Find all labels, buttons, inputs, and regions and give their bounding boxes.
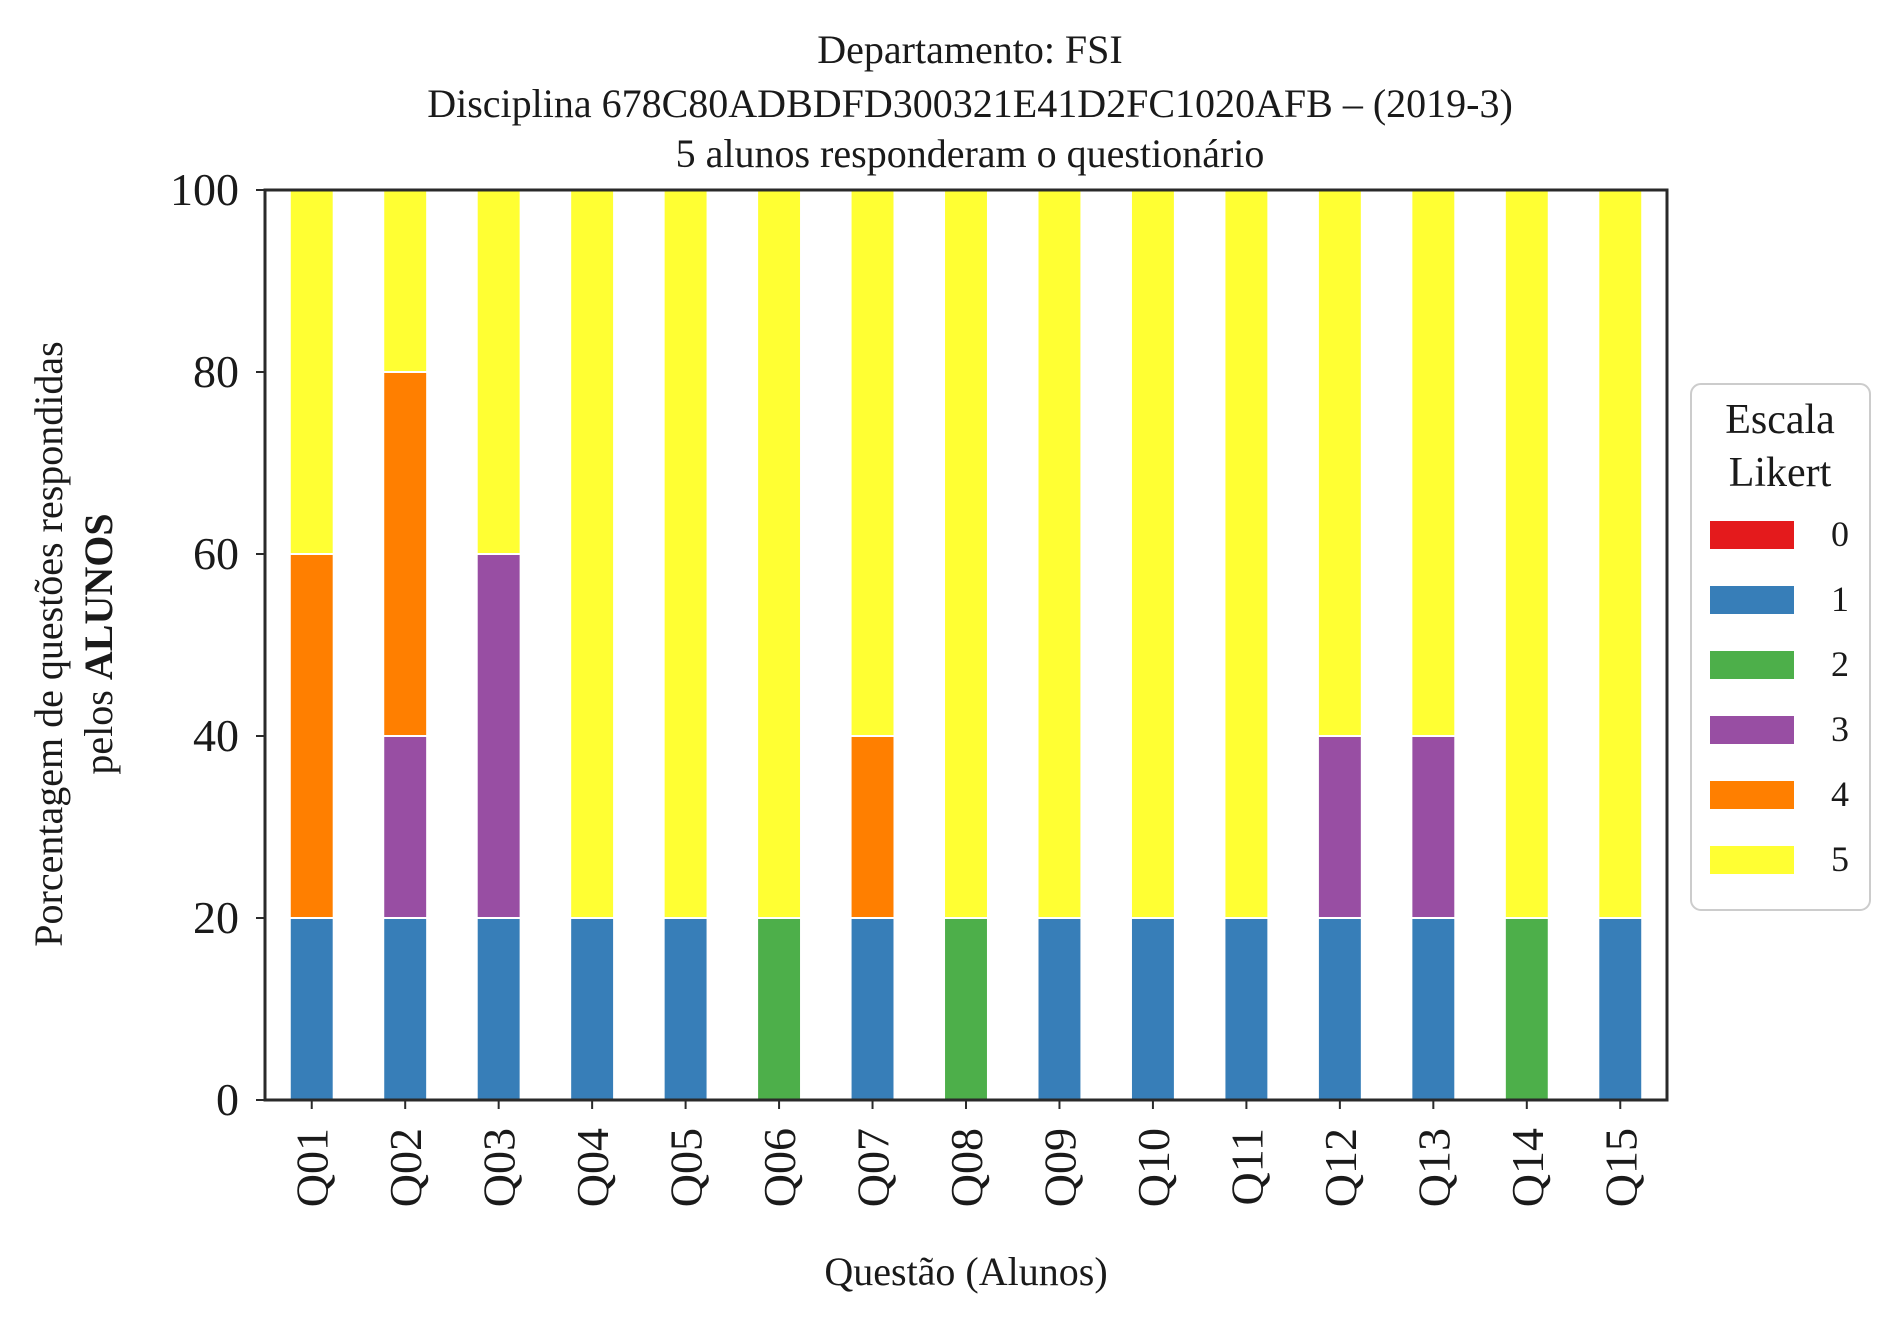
x-tick-label: Q10 [1128,1128,1179,1207]
bar-q09-likert-5 [1036,189,1083,919]
bar-q13-likert-3 [1410,735,1457,919]
legend-title-line-2: Likert [1729,450,1832,496]
x-tick-label: Q13 [1408,1128,1459,1207]
legend-label-1: 1 [1831,579,1849,619]
y-tick-label: 40 [193,710,239,761]
legend-items: 0 1 2 3 4 5 [1710,514,1849,879]
legend-swatch-4 [1710,781,1794,809]
legend-label-3: 3 [1831,709,1849,749]
chart-title-line-2: Disciplina 678C80ADBDFD300321E41D2FC1020… [427,81,1513,126]
x-tick-label: Q07 [848,1128,899,1207]
bar-q11-likert-1 [1223,917,1270,1101]
legend-swatch-1 [1710,586,1794,614]
bar-q15-likert-1 [1597,917,1644,1101]
x-tick-label: Q08 [941,1128,992,1207]
y-tick-label: 20 [193,892,239,943]
bar-q14-likert-2 [1503,917,1550,1101]
bar-q02-likert-4 [382,371,429,737]
legend-label-2: 2 [1831,644,1849,684]
x-tick-label: Q03 [474,1128,525,1207]
bar-q01-likert-1 [288,917,335,1101]
y-axis-label-prefix: pelos [76,680,121,774]
y-axis-label: Porcentagem de questões respondidas pelo… [26,341,121,946]
x-tick-label: Q06 [754,1128,805,1207]
x-tick-label: Q02 [380,1128,431,1207]
bar-q12-likert-3 [1316,735,1363,919]
bar-q09-likert-1 [1036,917,1083,1101]
bar-q06-likert-2 [756,917,803,1101]
bar-q01-likert-5 [288,189,335,555]
plot-area-frame [263,188,1669,1102]
bar-q07-likert-4 [849,735,896,919]
bar-q11-likert-5 [1223,189,1270,919]
legend-swatch-2 [1710,651,1794,679]
legend: Escala Likert 0 1 2 3 4 5 [1690,383,1871,911]
bar-q05-likert-5 [662,189,709,919]
bar-q06-likert-5 [756,189,803,919]
y-axis-label-line-1: Porcentagem de questões respondidas [26,341,71,946]
x-tick-label: Q09 [1034,1128,1085,1207]
x-tick-label: Q12 [1315,1128,1366,1207]
bar-q12-likert-5 [1316,189,1363,737]
y-axis-ticks: 0 20 40 60 80 100 [170,164,265,1125]
bar-q07-likert-5 [849,189,896,737]
bar-q12-likert-1 [1316,917,1363,1101]
bar-q02-likert-1 [382,917,429,1101]
x-tick-label: Q05 [661,1128,712,1207]
legend-swatch-3 [1710,716,1794,744]
bar-q02-likert-5 [382,189,429,373]
chart-title: Departamento: FSI Disciplina 678C80ADBDF… [427,27,1513,176]
x-axis-ticks: Q01 Q02 Q03 Q04 Q05 Q06 Q07 Q08 Q09 Q10 Q11 Q12 Q13 Q… [287,1100,1646,1207]
bar-q13-likert-5 [1410,189,1457,737]
y-axis-label-bold: ALUNOS [76,513,121,680]
bar-q10-likert-5 [1129,189,1176,919]
bar-q13-likert-1 [1410,917,1457,1101]
legend-label-4: 4 [1831,774,1849,814]
legend-swatch-5 [1710,846,1794,874]
bar-q03-likert-1 [475,917,522,1101]
bar-q07-likert-1 [849,917,896,1101]
x-tick-label: Q14 [1502,1128,1553,1207]
bar-q08-likert-5 [943,189,989,919]
bar-q14-likert-5 [1503,189,1550,919]
bar-q15-likert-5 [1597,189,1644,919]
bar-q04-likert-1 [569,917,616,1101]
x-tick-label: Q01 [287,1128,338,1207]
x-axis-label: Questão (Alunos) [824,1249,1107,1294]
y-axis-label-line-2: pelos ALUNOS [76,513,121,774]
legend-swatch-0 [1710,521,1794,549]
bar-q02-likert-3 [382,735,429,919]
chart-title-line-3: 5 alunos responderam o questionário [676,131,1265,176]
y-tick-label: 0 [216,1074,239,1125]
legend-label-5: 5 [1831,839,1849,879]
bar-q05-likert-1 [662,917,709,1101]
legend-label-0: 0 [1831,514,1849,554]
bars-group [288,189,1644,1101]
bar-q01-likert-4 [288,553,335,919]
legend-frame [1690,383,1871,911]
bar-q08-likert-2 [943,917,989,1101]
bar-q03-likert-3 [475,553,522,919]
y-tick-label: 80 [193,346,239,397]
y-tick-label: 100 [170,164,239,215]
bar-q04-likert-5 [569,189,616,919]
x-tick-label: Q11 [1221,1128,1272,1206]
y-tick-label: 60 [193,528,239,579]
chart-title-line-1: Departamento: FSI [817,27,1123,72]
legend-title-line-1: Escala [1725,397,1835,443]
bar-q10-likert-1 [1129,917,1176,1101]
bar-q03-likert-5 [475,189,522,555]
x-tick-label: Q15 [1595,1128,1646,1207]
x-tick-label: Q04 [567,1128,618,1207]
